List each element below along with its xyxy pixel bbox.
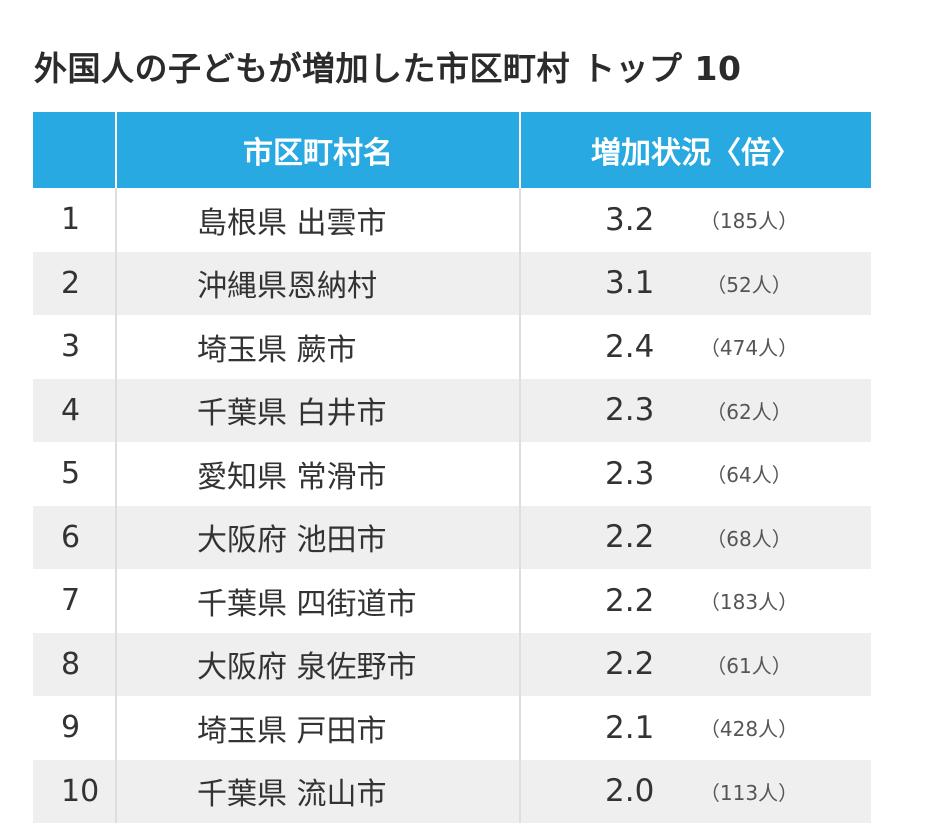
increase-status-cell: 2.1 （428人） (521, 696, 871, 760)
table-row: 3 埼玉県 蕨市 2.4 （474人） (33, 315, 871, 379)
increase-ratio: 2.2 (605, 519, 655, 556)
header-rank-cell (33, 112, 117, 188)
table-row: 10 千葉県 流山市 2.0 （113人） (33, 759, 871, 824)
increase-ratio: 2.3 (605, 392, 655, 429)
child-count: （68人） (706, 526, 792, 551)
child-count: （61人） (706, 653, 792, 678)
rank-cell: 3 (33, 315, 117, 379)
increase-ratio: 2.2 (605, 582, 655, 619)
increase-status-cell: 2.2 （61人） (521, 633, 871, 697)
table-title: 外国人の子どもが増加した市区町村 トップ 10 (34, 49, 742, 88)
table-row: 6 大阪府 池田市 2.2 （68人） (33, 505, 871, 570)
rank-cell: 7 (33, 569, 117, 633)
increase-status-cell: 3.2 （185人） (521, 188, 871, 252)
child-count: （474人） (699, 336, 799, 361)
table-row: 1 島根県 出雲市 3.2 （185人） (33, 188, 871, 252)
increase-ratio: 2.4 (605, 328, 655, 365)
child-count: （183人） (699, 590, 799, 615)
rank-cell: 5 (33, 442, 117, 506)
increase-ratio: 3.2 (605, 201, 655, 238)
ranking-table: 市区町村名 増加状況〈倍〉 1 島根県 出雲市 3.2 （185人） 2 沖縄県恩納村 3.… (33, 112, 871, 823)
municipality-name-cell: 大阪府 泉佐野市 (117, 632, 521, 696)
increase-status-cell: 2.3 （64人） (521, 442, 871, 506)
municipality-name-cell: 千葉県 流山市 (117, 759, 521, 823)
child-count: （62人） (706, 399, 792, 424)
increase-status-cell: 2.2 （183人） (521, 569, 871, 633)
rank-cell: 4 (33, 378, 117, 442)
municipality-name-cell: 千葉県 白井市 (117, 378, 521, 442)
municipality-name-cell: 千葉県 四街道市 (117, 569, 521, 633)
table-body: 1 島根県 出雲市 3.2 （185人） 2 沖縄県恩納村 3.1 （52人） 3 埼玉県 蕨市 2… (33, 188, 871, 823)
table-row: 9 埼玉県 戸田市 2.1 （428人） (33, 696, 871, 760)
rank-cell: 10 (33, 759, 117, 823)
increase-ratio: 2.1 (605, 709, 655, 746)
child-count: （185人） (699, 209, 799, 234)
header-municipality-name: 市区町村名 (117, 112, 521, 188)
increase-ratio: 2.2 (605, 646, 655, 683)
increase-status-cell: 2.0 （113人） (521, 760, 871, 824)
child-count: （64人） (706, 463, 792, 488)
municipality-name-cell: 沖縄県恩納村 (117, 251, 521, 315)
rank-cell: 9 (33, 696, 117, 760)
increase-status-cell: 2.2 （68人） (521, 506, 871, 570)
increase-ratio: 3.1 (605, 265, 655, 302)
rank-cell: 2 (33, 251, 117, 315)
child-count: （52人） (706, 272, 792, 297)
table-header: 市区町村名 増加状況〈倍〉 (33, 112, 871, 188)
municipality-name-cell: 大阪府 池田市 (117, 505, 521, 569)
increase-ratio: 2.0 (605, 773, 655, 810)
increase-status-cell: 3.1 （52人） (521, 252, 871, 316)
rank-cell: 6 (33, 505, 117, 569)
increase-status-cell: 2.4 （474人） (521, 315, 871, 379)
table-row: 4 千葉県 白井市 2.3 （62人） (33, 378, 871, 443)
rank-cell: 1 (33, 188, 117, 252)
rank-cell: 8 (33, 632, 117, 696)
municipality-name-cell: 埼玉県 戸田市 (117, 696, 521, 760)
municipality-name-cell: 埼玉県 蕨市 (117, 315, 521, 379)
increase-ratio: 2.3 (605, 455, 655, 492)
municipality-name-cell: 島根県 出雲市 (117, 188, 521, 252)
municipality-name-cell: 愛知県 常滑市 (117, 442, 521, 506)
increase-status-cell: 2.3 （62人） (521, 379, 871, 443)
child-count: （113人） (699, 780, 799, 805)
table-row: 2 沖縄県恩納村 3.1 （52人） (33, 251, 871, 316)
table-row: 8 大阪府 泉佐野市 2.2 （61人） (33, 632, 871, 697)
table-row: 7 千葉県 四街道市 2.2 （183人） (33, 569, 871, 633)
child-count: （428人） (699, 717, 799, 742)
header-increase-status: 増加状況〈倍〉 (591, 136, 801, 171)
table-row: 5 愛知県 常滑市 2.3 （64人） (33, 442, 871, 506)
